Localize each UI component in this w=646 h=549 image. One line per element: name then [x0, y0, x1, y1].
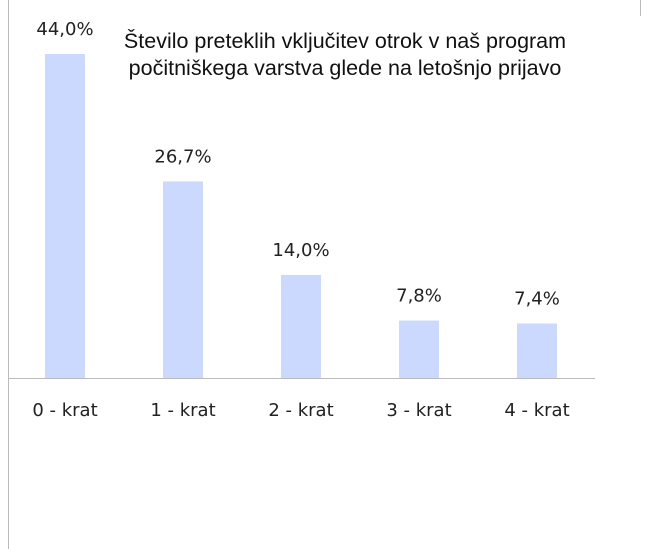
x-tick-label: 3 - krat — [386, 400, 451, 421]
bar — [517, 323, 557, 378]
value-label: 44,0% — [36, 19, 93, 40]
bar — [281, 274, 321, 378]
value-label: 7,8% — [396, 286, 442, 307]
bar — [45, 54, 85, 378]
x-tick-label: 0 - krat — [32, 400, 97, 421]
value-label: 14,0% — [272, 240, 329, 261]
chart-title: Število preteklih vključitev otrok v naš… — [123, 29, 567, 80]
bar — [163, 181, 203, 378]
bar — [399, 320, 439, 378]
value-label: 26,7% — [154, 146, 211, 167]
value-label: 7,4% — [514, 289, 560, 310]
x-tick-label: 4 - krat — [504, 400, 569, 421]
x-tick-label: 2 - krat — [268, 400, 333, 421]
x-tick-label: 1 - krat — [150, 400, 215, 421]
